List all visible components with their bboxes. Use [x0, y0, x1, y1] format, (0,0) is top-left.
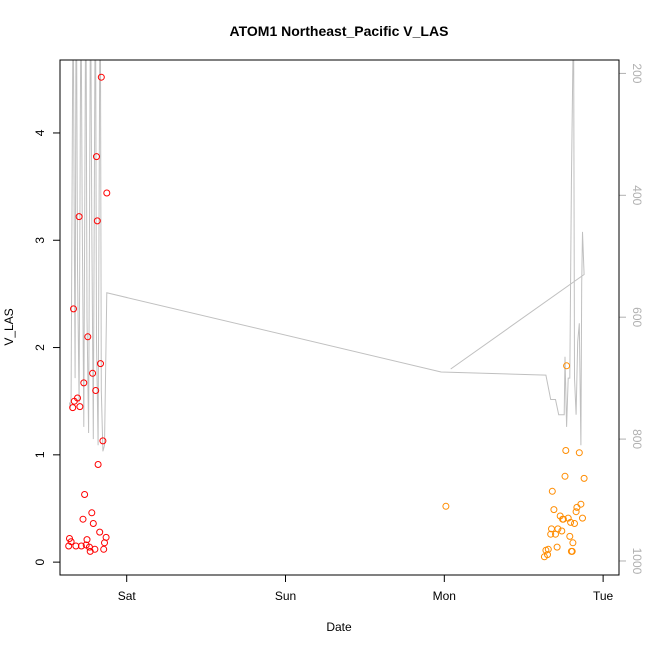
data-point [558, 527, 566, 535]
y-tick-label: 2 [33, 344, 47, 351]
data-point [562, 447, 570, 454]
points-layer [65, 73, 588, 561]
y2-tick-label: 200 [630, 63, 644, 83]
data-point [102, 533, 110, 541]
data-point [97, 360, 104, 368]
data-point [91, 545, 99, 553]
data-point [567, 518, 575, 526]
x-tick-label: Sun [275, 589, 296, 603]
y2-tick-label: 800 [630, 429, 644, 449]
data-point [103, 189, 111, 197]
data-point [99, 437, 107, 445]
data-point [563, 362, 571, 370]
data-point [93, 217, 101, 225]
data-point [96, 528, 104, 536]
data-point [79, 515, 87, 523]
data-point [74, 394, 81, 402]
data-point [553, 543, 561, 551]
y2-tick-label: 600 [630, 307, 644, 327]
x-tick-label: Sat [118, 589, 137, 603]
data-point [94, 461, 102, 468]
data-point [568, 547, 576, 555]
data-point [544, 551, 551, 559]
data-point [76, 403, 84, 411]
data-point [70, 305, 77, 313]
data-point [575, 449, 583, 457]
data-point [580, 474, 588, 482]
data-point [80, 379, 88, 387]
data-point [554, 525, 562, 533]
data-point [442, 502, 450, 510]
x-tick-label: Mon [433, 589, 456, 603]
data-point [559, 515, 567, 523]
data-point [89, 369, 97, 377]
data-point [83, 536, 91, 544]
y-axis-label: V_LAS [2, 308, 16, 345]
data-point [75, 213, 83, 221]
data-point [561, 472, 569, 480]
data-point [100, 545, 108, 553]
data-point [88, 509, 96, 517]
data-point [548, 487, 556, 495]
data-point [89, 520, 97, 527]
data-point [92, 387, 100, 394]
data-point [93, 153, 100, 161]
plot-area-frame [59, 59, 620, 576]
data-point [97, 73, 105, 81]
data-point [577, 500, 585, 508]
y2-tick-label: 400 [630, 185, 644, 205]
x-axis-label: Date [326, 620, 352, 634]
chart-title: ATOM1 Northeast_Pacific V_LAS [230, 23, 449, 39]
data-point [550, 506, 558, 514]
data-point [547, 530, 555, 538]
data-point [84, 333, 92, 341]
x-tick-label: Tue [593, 589, 614, 603]
data-point [67, 538, 75, 546]
data-point [69, 404, 77, 412]
data-point [572, 508, 580, 516]
y-tick-label: 0 [33, 558, 47, 565]
y-tick-label: 4 [33, 129, 47, 136]
data-point [566, 532, 574, 540]
y-tick-label: 1 [33, 451, 47, 458]
data-point [81, 491, 89, 498]
data-point [77, 542, 85, 550]
y-tick-label: 3 [33, 237, 47, 244]
data-point [571, 520, 578, 527]
data-point [544, 545, 552, 553]
y2-tick-label: 1000 [630, 548, 644, 575]
data-point [569, 539, 577, 547]
data-point [579, 514, 586, 522]
